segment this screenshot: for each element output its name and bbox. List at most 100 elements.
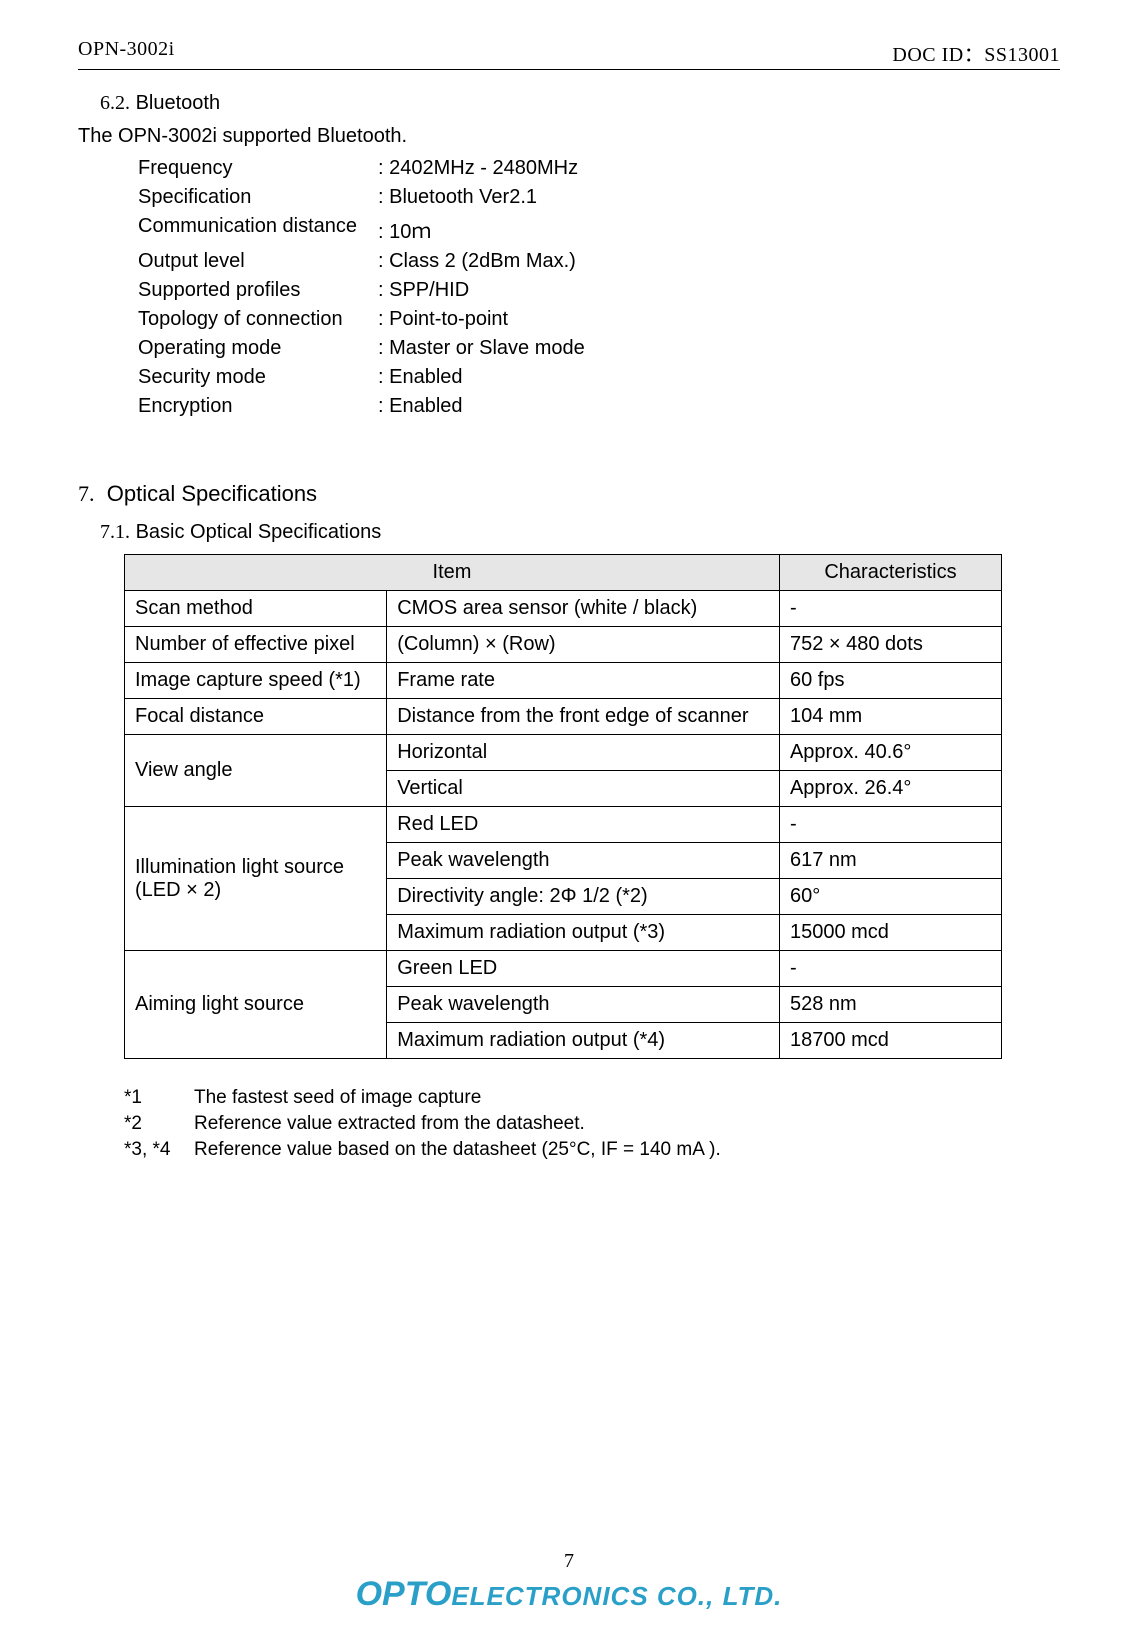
spec-value: : 2402MHz - 2480MHz — [378, 157, 578, 180]
spec-row: Frequency : 2402MHz - 2480MHz — [138, 154, 1060, 183]
header-docid: DOC ID：SS13001 — [892, 38, 1060, 67]
section-title: Optical Specifications — [107, 481, 317, 506]
cell: Directivity angle: 2Φ 1/2 (*2) — [387, 879, 780, 915]
header-model: OPN-3002i — [78, 38, 175, 67]
spec-label: Operating mode — [138, 337, 378, 360]
spec-label: Output level — [138, 250, 378, 273]
spec-value: : Point-to-point — [378, 308, 508, 331]
spec-row: Topology of connection : Point-to-point — [138, 305, 1060, 334]
section-number: 7. — [78, 481, 95, 506]
cell: 60° — [779, 879, 1001, 915]
cell: Green LED — [387, 951, 780, 987]
section-6-2-intro: The OPN-3002i supported Bluetooth. — [78, 125, 1060, 148]
spec-label: Encryption — [138, 395, 378, 418]
cell: 104 mm — [779, 699, 1001, 735]
cell: 752 × 480 dots — [779, 627, 1001, 663]
footnotes: *1 The fastest seed of image capture *2 … — [124, 1087, 1060, 1161]
spec-label: Specification — [138, 186, 378, 209]
page-header: OPN-3002i DOC ID：SS13001 — [78, 38, 1060, 70]
logo-opto: OPTO — [356, 1575, 452, 1613]
cell: Maximum radiation output (*3) — [387, 915, 780, 951]
spec-label: Communication distance — [138, 215, 378, 244]
spec-label: Frequency — [138, 157, 378, 180]
spec-value: : Bluetooth Ver2.1 — [378, 186, 537, 209]
table-row: Scan method CMOS area sensor (white / bl… — [125, 591, 1002, 627]
spec-row: Output level : Class 2 (2dBm Max.) — [138, 247, 1060, 276]
spec-value: : Class 2 (2dBm Max.) — [378, 250, 576, 273]
logo-rest: ELECTRONICS CO., LTD. — [451, 1581, 782, 1611]
footnote: *2 Reference value extracted from the da… — [124, 1113, 1060, 1135]
section-6-2-heading: 6.2. Bluetooth — [100, 92, 1060, 115]
company-logo: OPTOELECTRONICS CO., LTD. — [0, 1575, 1138, 1614]
optical-spec-table: Item Characteristics Scan method CMOS ar… — [124, 554, 1002, 1059]
footnote-key: *2 — [124, 1113, 194, 1135]
page-footer: 7 OPTOELECTRONICS CO., LTD. — [0, 1550, 1138, 1614]
footnote-text: Reference value based on the datasheet (… — [194, 1139, 721, 1161]
spec-value: : SPP/HID — [378, 279, 469, 302]
spec-row: Communication distance : 10ｍ — [138, 212, 1060, 247]
cell: 528 nm — [779, 987, 1001, 1023]
cell: Image capture speed (*1) — [125, 663, 387, 699]
cell: 617 nm — [779, 843, 1001, 879]
spec-row: Encryption : Enabled — [138, 392, 1060, 421]
cell: View angle — [125, 735, 387, 807]
cell: Approx. 26.4° — [779, 771, 1001, 807]
cell: Peak wavelength — [387, 987, 780, 1023]
cell: Scan method — [125, 591, 387, 627]
table-row: Aiming light source Green LED - — [125, 951, 1002, 987]
section-number: 7.1. — [100, 521, 130, 543]
spec-label: Topology of connection — [138, 308, 378, 331]
section-number: 6.2. — [100, 92, 130, 114]
footnote-key: *1 — [124, 1087, 194, 1109]
cell: (Column) × (Row) — [387, 627, 780, 663]
cell: Maximum radiation output (*4) — [387, 1023, 780, 1059]
cell: Focal distance — [125, 699, 387, 735]
cell: Vertical — [387, 771, 780, 807]
cell: Approx. 40.6° — [779, 735, 1001, 771]
cell: 60 fps — [779, 663, 1001, 699]
section-title: Basic Optical Specifications — [136, 521, 382, 543]
table-header-row: Item Characteristics — [125, 555, 1002, 591]
cell: CMOS area sensor (white / black) — [387, 591, 780, 627]
cell: Peak wavelength — [387, 843, 780, 879]
section-title: Bluetooth — [136, 92, 221, 114]
table-row: Image capture speed (*1) Frame rate 60 f… — [125, 663, 1002, 699]
table-row: Focal distance Distance from the front e… — [125, 699, 1002, 735]
th-characteristics: Characteristics — [779, 555, 1001, 591]
cell: Frame rate — [387, 663, 780, 699]
spec-label: Supported profiles — [138, 279, 378, 302]
cell: Red LED — [387, 807, 780, 843]
cell: Illumination light source (LED × 2) — [125, 807, 387, 951]
cell: 18700 mcd — [779, 1023, 1001, 1059]
cell: Horizontal — [387, 735, 780, 771]
spec-row: Security mode : Enabled — [138, 363, 1060, 392]
table-row: View angle Horizontal Approx. 40.6° — [125, 735, 1002, 771]
cell: 15000 mcd — [779, 915, 1001, 951]
section-7-heading: 7. Optical Specifications — [78, 481, 1060, 507]
spec-row: Specification : Bluetooth Ver2.1 — [138, 183, 1060, 212]
spec-row: Supported profiles : SPP/HID — [138, 276, 1060, 305]
table-row: Illumination light source (LED × 2) Red … — [125, 807, 1002, 843]
spec-value: : Master or Slave mode — [378, 337, 585, 360]
th-item: Item — [125, 555, 780, 591]
footnote-text: Reference value extracted from the datas… — [194, 1113, 585, 1135]
spec-value: : 10ｍ — [378, 215, 431, 244]
footnote-key: *3, *4 — [124, 1139, 194, 1161]
cell: Number of effective pixel — [125, 627, 387, 663]
spec-label: Security mode — [138, 366, 378, 389]
table-row: Number of effective pixel (Column) × (Ro… — [125, 627, 1002, 663]
page-number: 7 — [0, 1550, 1138, 1573]
section-7-1-heading: 7.1. Basic Optical Specifications — [100, 521, 1060, 544]
footnote: *1 The fastest seed of image capture — [124, 1087, 1060, 1109]
spec-value: : Enabled — [378, 366, 463, 389]
spec-row: Operating mode : Master or Slave mode — [138, 334, 1060, 363]
cell: - — [779, 591, 1001, 627]
spec-value: : Enabled — [378, 395, 463, 418]
bluetooth-spec-list: Frequency : 2402MHz - 2480MHz Specificat… — [138, 154, 1060, 421]
cell: - — [779, 951, 1001, 987]
cell: Aiming light source — [125, 951, 387, 1059]
footnote-text: The fastest seed of image capture — [194, 1087, 481, 1109]
footnote: *3, *4 Reference value based on the data… — [124, 1139, 1060, 1161]
cell: - — [779, 807, 1001, 843]
cell: Distance from the front edge of scanner — [387, 699, 780, 735]
